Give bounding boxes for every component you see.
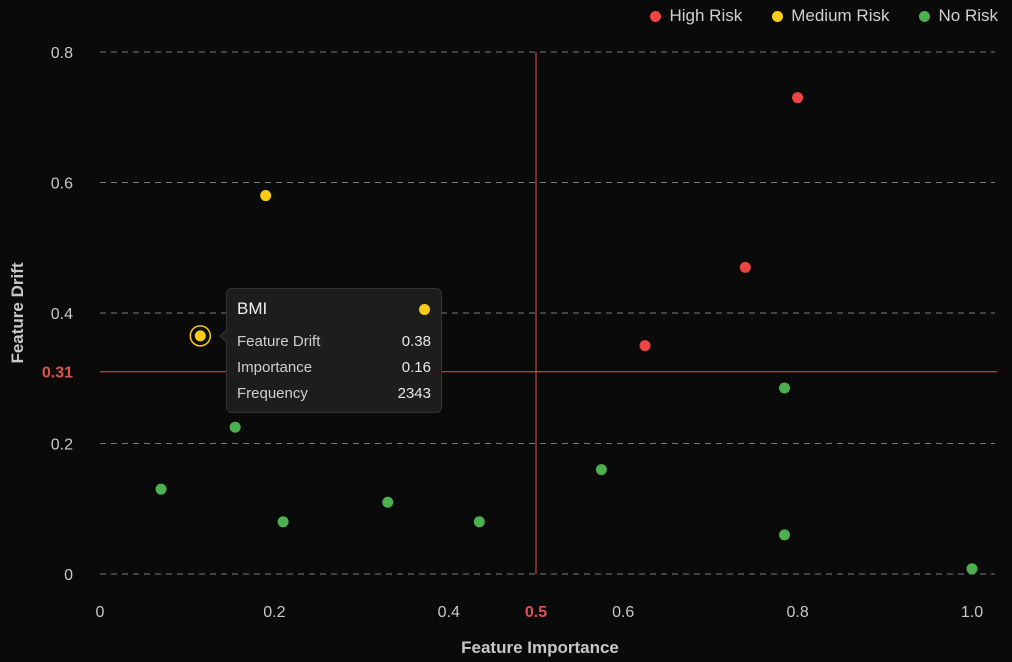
tooltip-row-label: Feature Drift bbox=[237, 333, 321, 350]
data-points bbox=[155, 92, 978, 575]
x-tick-label: 1.0 bbox=[961, 604, 983, 621]
x-threshold-label: 0.5 bbox=[525, 604, 547, 621]
x-axis-label: Feature Importance bbox=[461, 638, 619, 657]
tooltip-row-feature-drift: Feature Drift 0.38 bbox=[237, 333, 431, 359]
medium-risk-dot-icon bbox=[772, 10, 784, 22]
data-point-high-risk[interactable] bbox=[639, 340, 651, 352]
x-tick-label: 0.2 bbox=[263, 604, 285, 621]
tooltip-title: BMI bbox=[237, 299, 268, 318]
data-point-high-risk[interactable] bbox=[792, 92, 804, 104]
data-point-medium-risk[interactable] bbox=[194, 330, 206, 342]
y-tick-label: 0 bbox=[64, 567, 73, 584]
highlight-ring bbox=[189, 325, 212, 347]
y-tick-label: 0.8 bbox=[51, 45, 73, 62]
tooltip-row-value: 0.16 bbox=[401, 359, 431, 376]
tooltip-row-value: 0.38 bbox=[401, 333, 431, 350]
data-point-none-risk[interactable] bbox=[277, 516, 289, 528]
legend-label: Medium Risk bbox=[791, 6, 890, 25]
data-point-none-risk[interactable] bbox=[595, 464, 607, 476]
threshold-lines: 0.5 0.31 bbox=[42, 52, 997, 621]
data-point-none-risk[interactable] bbox=[155, 483, 167, 495]
y-tick-label: 0.2 bbox=[51, 437, 73, 454]
y-axis-ticks: 0 0.2 0.4 0.6 0.8 bbox=[51, 45, 73, 584]
legend-item-medium-risk[interactable]: Medium Risk bbox=[772, 6, 889, 26]
legend-label: High Risk bbox=[669, 6, 743, 25]
tooltip-row-label: Importance bbox=[237, 359, 313, 376]
y-tick-label: 0.6 bbox=[51, 176, 73, 193]
point-tooltip: BMI Feature Drift 0.38 Importance 0.16 F… bbox=[219, 288, 442, 413]
y-tick-label: 0.4 bbox=[51, 306, 73, 323]
x-tick-label: 0 bbox=[96, 604, 105, 621]
x-axis-ticks: 0 0.2 0.4 0.6 0.8 1.0 bbox=[96, 604, 984, 621]
x-tick-label: 0.6 bbox=[612, 604, 634, 621]
x-tick-label: 0.8 bbox=[786, 604, 808, 621]
legend: High Risk Medium Risk No Risk bbox=[650, 6, 998, 26]
legend-label: No Risk bbox=[938, 6, 998, 25]
data-point-none-risk[interactable] bbox=[473, 516, 485, 528]
tooltip-row-frequency: Frequency 2343 bbox=[237, 385, 431, 411]
y-axis-label: Feature Drift bbox=[8, 262, 27, 363]
data-point-medium-risk[interactable] bbox=[260, 190, 272, 202]
data-point-none-risk[interactable] bbox=[779, 529, 791, 541]
tooltip-row-label: Frequency bbox=[237, 385, 308, 402]
medium-risk-dot-icon bbox=[419, 303, 430, 315]
data-point-none-risk[interactable] bbox=[382, 496, 394, 508]
tooltip-row-value: 2343 bbox=[397, 385, 431, 402]
high-risk-dot-icon bbox=[650, 10, 662, 22]
data-point-none-risk[interactable] bbox=[779, 382, 791, 394]
tooltip-row-importance: Importance 0.16 bbox=[237, 359, 431, 385]
no-risk-dot-icon bbox=[919, 10, 931, 22]
y-threshold-label: 0.31 bbox=[42, 365, 73, 382]
legend-item-no-risk[interactable]: No Risk bbox=[919, 6, 998, 26]
data-point-high-risk[interactable] bbox=[739, 261, 751, 273]
data-point-none-risk[interactable] bbox=[229, 421, 241, 433]
data-point-none-risk[interactable] bbox=[966, 563, 978, 575]
x-tick-label: 0.4 bbox=[438, 604, 460, 621]
legend-item-high-risk[interactable]: High Risk bbox=[650, 6, 742, 26]
